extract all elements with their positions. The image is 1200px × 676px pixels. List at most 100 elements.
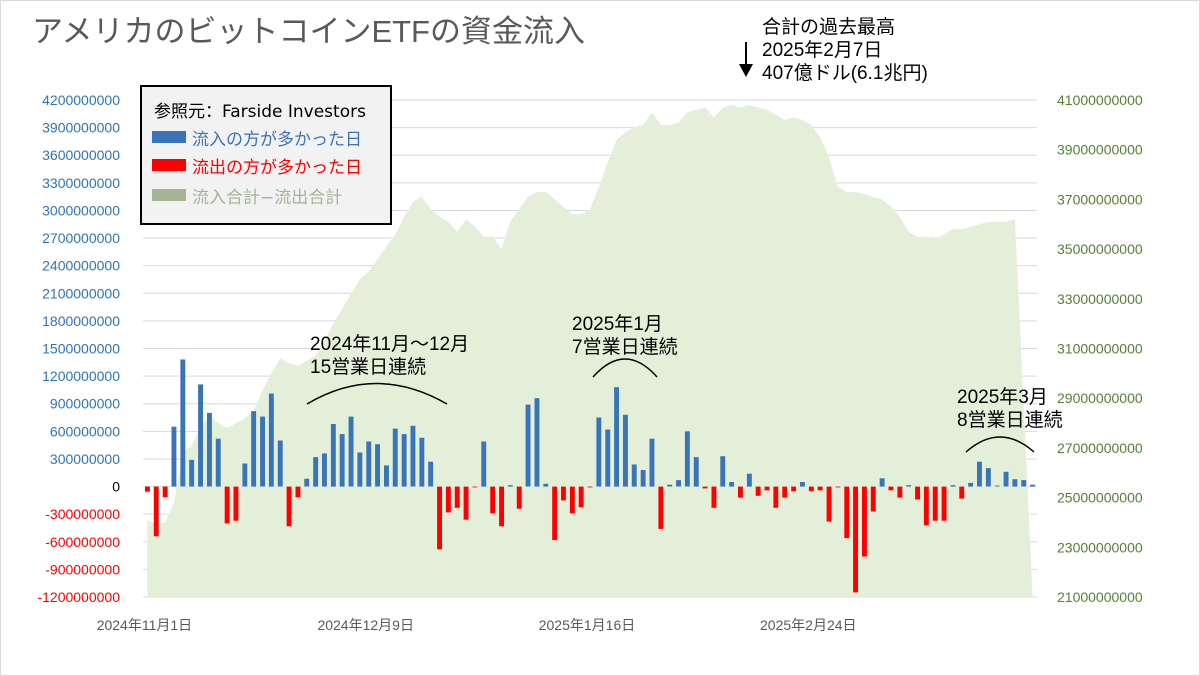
inflow-bar	[720, 456, 726, 487]
inflow-bar	[339, 434, 345, 487]
outflow-bar	[853, 486, 858, 593]
outflow-bar	[153, 486, 159, 537]
inflow-bar	[357, 452, 363, 487]
outflow-bar	[437, 486, 442, 550]
inflow-bar	[322, 453, 327, 487]
inflow-bar	[401, 434, 407, 487]
left-axis-tick-label: -300000000	[45, 506, 120, 522]
inflow-bar	[693, 457, 699, 487]
inflow-bar	[1021, 480, 1027, 487]
inflow-bar	[1003, 471, 1009, 487]
inflow-bar	[215, 438, 221, 487]
outflow-bar	[773, 486, 779, 508]
outflow-bar	[516, 486, 522, 509]
inflow-bar	[419, 437, 425, 487]
right-axis-tick-label: 29000000000	[1057, 390, 1143, 406]
outflow-bar	[162, 486, 168, 498]
outflow-bar	[454, 486, 460, 508]
left-axis-tick-label: 3600000000	[42, 147, 120, 163]
inflow-bar	[198, 384, 203, 487]
inflow-bar	[640, 470, 646, 487]
right-axis-tick-label: 27000000000	[1057, 440, 1143, 456]
inflow-bar	[543, 483, 549, 487]
left-axis-tick-label: -600000000	[45, 534, 120, 550]
inflow-bar	[277, 440, 283, 487]
legend-label-outflow: 流出の方が多かった日	[192, 157, 362, 178]
inflow-bar	[649, 438, 655, 487]
inflow-bar	[1030, 484, 1035, 487]
left-axis-tick-label: 600000000	[50, 423, 120, 439]
outflow-bar	[145, 486, 150, 492]
streak-annotation-3: 2025年3月	[957, 386, 1048, 408]
outflow-bar	[711, 486, 717, 508]
streak-annotation-3: 8営業日連続	[957, 409, 1063, 431]
left-axis-tick-label: 0	[112, 479, 120, 495]
inflow-bar	[428, 461, 434, 487]
left-axis-tick-label: -900000000	[45, 561, 120, 577]
outflow-bar	[658, 486, 664, 529]
inflow-bar	[684, 431, 690, 487]
inflow-bar	[1012, 479, 1018, 487]
outflow-bar	[578, 486, 584, 508]
legend-label-inflow: 流入の方が多かった日	[192, 129, 362, 150]
inflow-bar	[906, 485, 912, 487]
outflow-bar	[791, 486, 797, 492]
inflow-bar	[596, 417, 602, 487]
x-axis-tick-label: 2024年11月1日	[97, 617, 192, 633]
outflow-bar	[445, 486, 451, 513]
outflow-bar	[738, 486, 743, 498]
outflow-bar	[915, 486, 920, 500]
inflow-bar	[968, 482, 974, 487]
inflow-bar	[330, 424, 336, 487]
inflow-bar	[366, 441, 372, 487]
left-axis-tick-label: 2400000000	[42, 258, 120, 274]
left-axis-tick-label: 900000000	[50, 396, 120, 412]
inflow-bar	[631, 464, 637, 487]
outflow-bar	[472, 486, 478, 488]
legend-swatch-inflow	[152, 131, 186, 143]
streak-arc-2	[592, 358, 658, 378]
inflow-bar	[879, 478, 885, 487]
legend-item-outflow: 流出の方が多かった日	[152, 153, 362, 178]
inflow-bar	[614, 387, 619, 487]
inflow-bar	[507, 485, 513, 487]
outflow-bar	[552, 486, 558, 540]
legend-swatch-cumulative	[152, 189, 186, 201]
inflow-bar	[410, 425, 416, 487]
streak-annotation-2: 2025年1月	[572, 313, 663, 335]
outflow-bar	[862, 486, 867, 557]
left-axis-tick-label: 1800000000	[42, 313, 120, 329]
x-axis-tick-label: 2024年12月9日	[317, 617, 414, 633]
right-axis-tick-label: 39000000000	[1057, 142, 1143, 158]
left-axis-tick-label: 2100000000	[42, 285, 120, 301]
inflow-bar	[304, 478, 310, 487]
outflow-bar	[835, 486, 841, 488]
outflow-bar	[897, 486, 903, 498]
legend: 参照元：Farside Investors 流入の方が多かった日 流出の方が多か…	[140, 85, 392, 225]
inflow-bar	[746, 473, 752, 487]
inflow-bar	[481, 441, 487, 487]
left-axis-tick-label: 3000000000	[42, 202, 120, 218]
inflow-bar	[676, 480, 681, 487]
inflow-bar	[729, 482, 735, 487]
inflow-bar	[260, 416, 265, 487]
outflow-bar	[826, 486, 832, 522]
inflow-bar	[994, 485, 1000, 487]
outflow-bar	[295, 486, 301, 498]
right-axis-tick-label: 25000000000	[1057, 490, 1143, 506]
outflow-bar	[808, 486, 814, 492]
left-axis-tick-label: -1200000000	[37, 589, 120, 605]
inflow-bar	[242, 463, 248, 487]
inflow-bar	[977, 461, 982, 487]
outflow-bar	[561, 486, 566, 501]
outflow-bar	[702, 486, 708, 489]
outflow-bar	[932, 486, 938, 521]
outflow-bar	[941, 486, 947, 521]
peak-arrow-head	[739, 64, 753, 77]
inflow-bar	[313, 457, 319, 487]
right-axis-tick-label: 31000000000	[1057, 341, 1143, 357]
inflow-bar	[667, 484, 673, 487]
outflow-bar	[463, 486, 469, 520]
inflow-bar	[268, 393, 274, 487]
